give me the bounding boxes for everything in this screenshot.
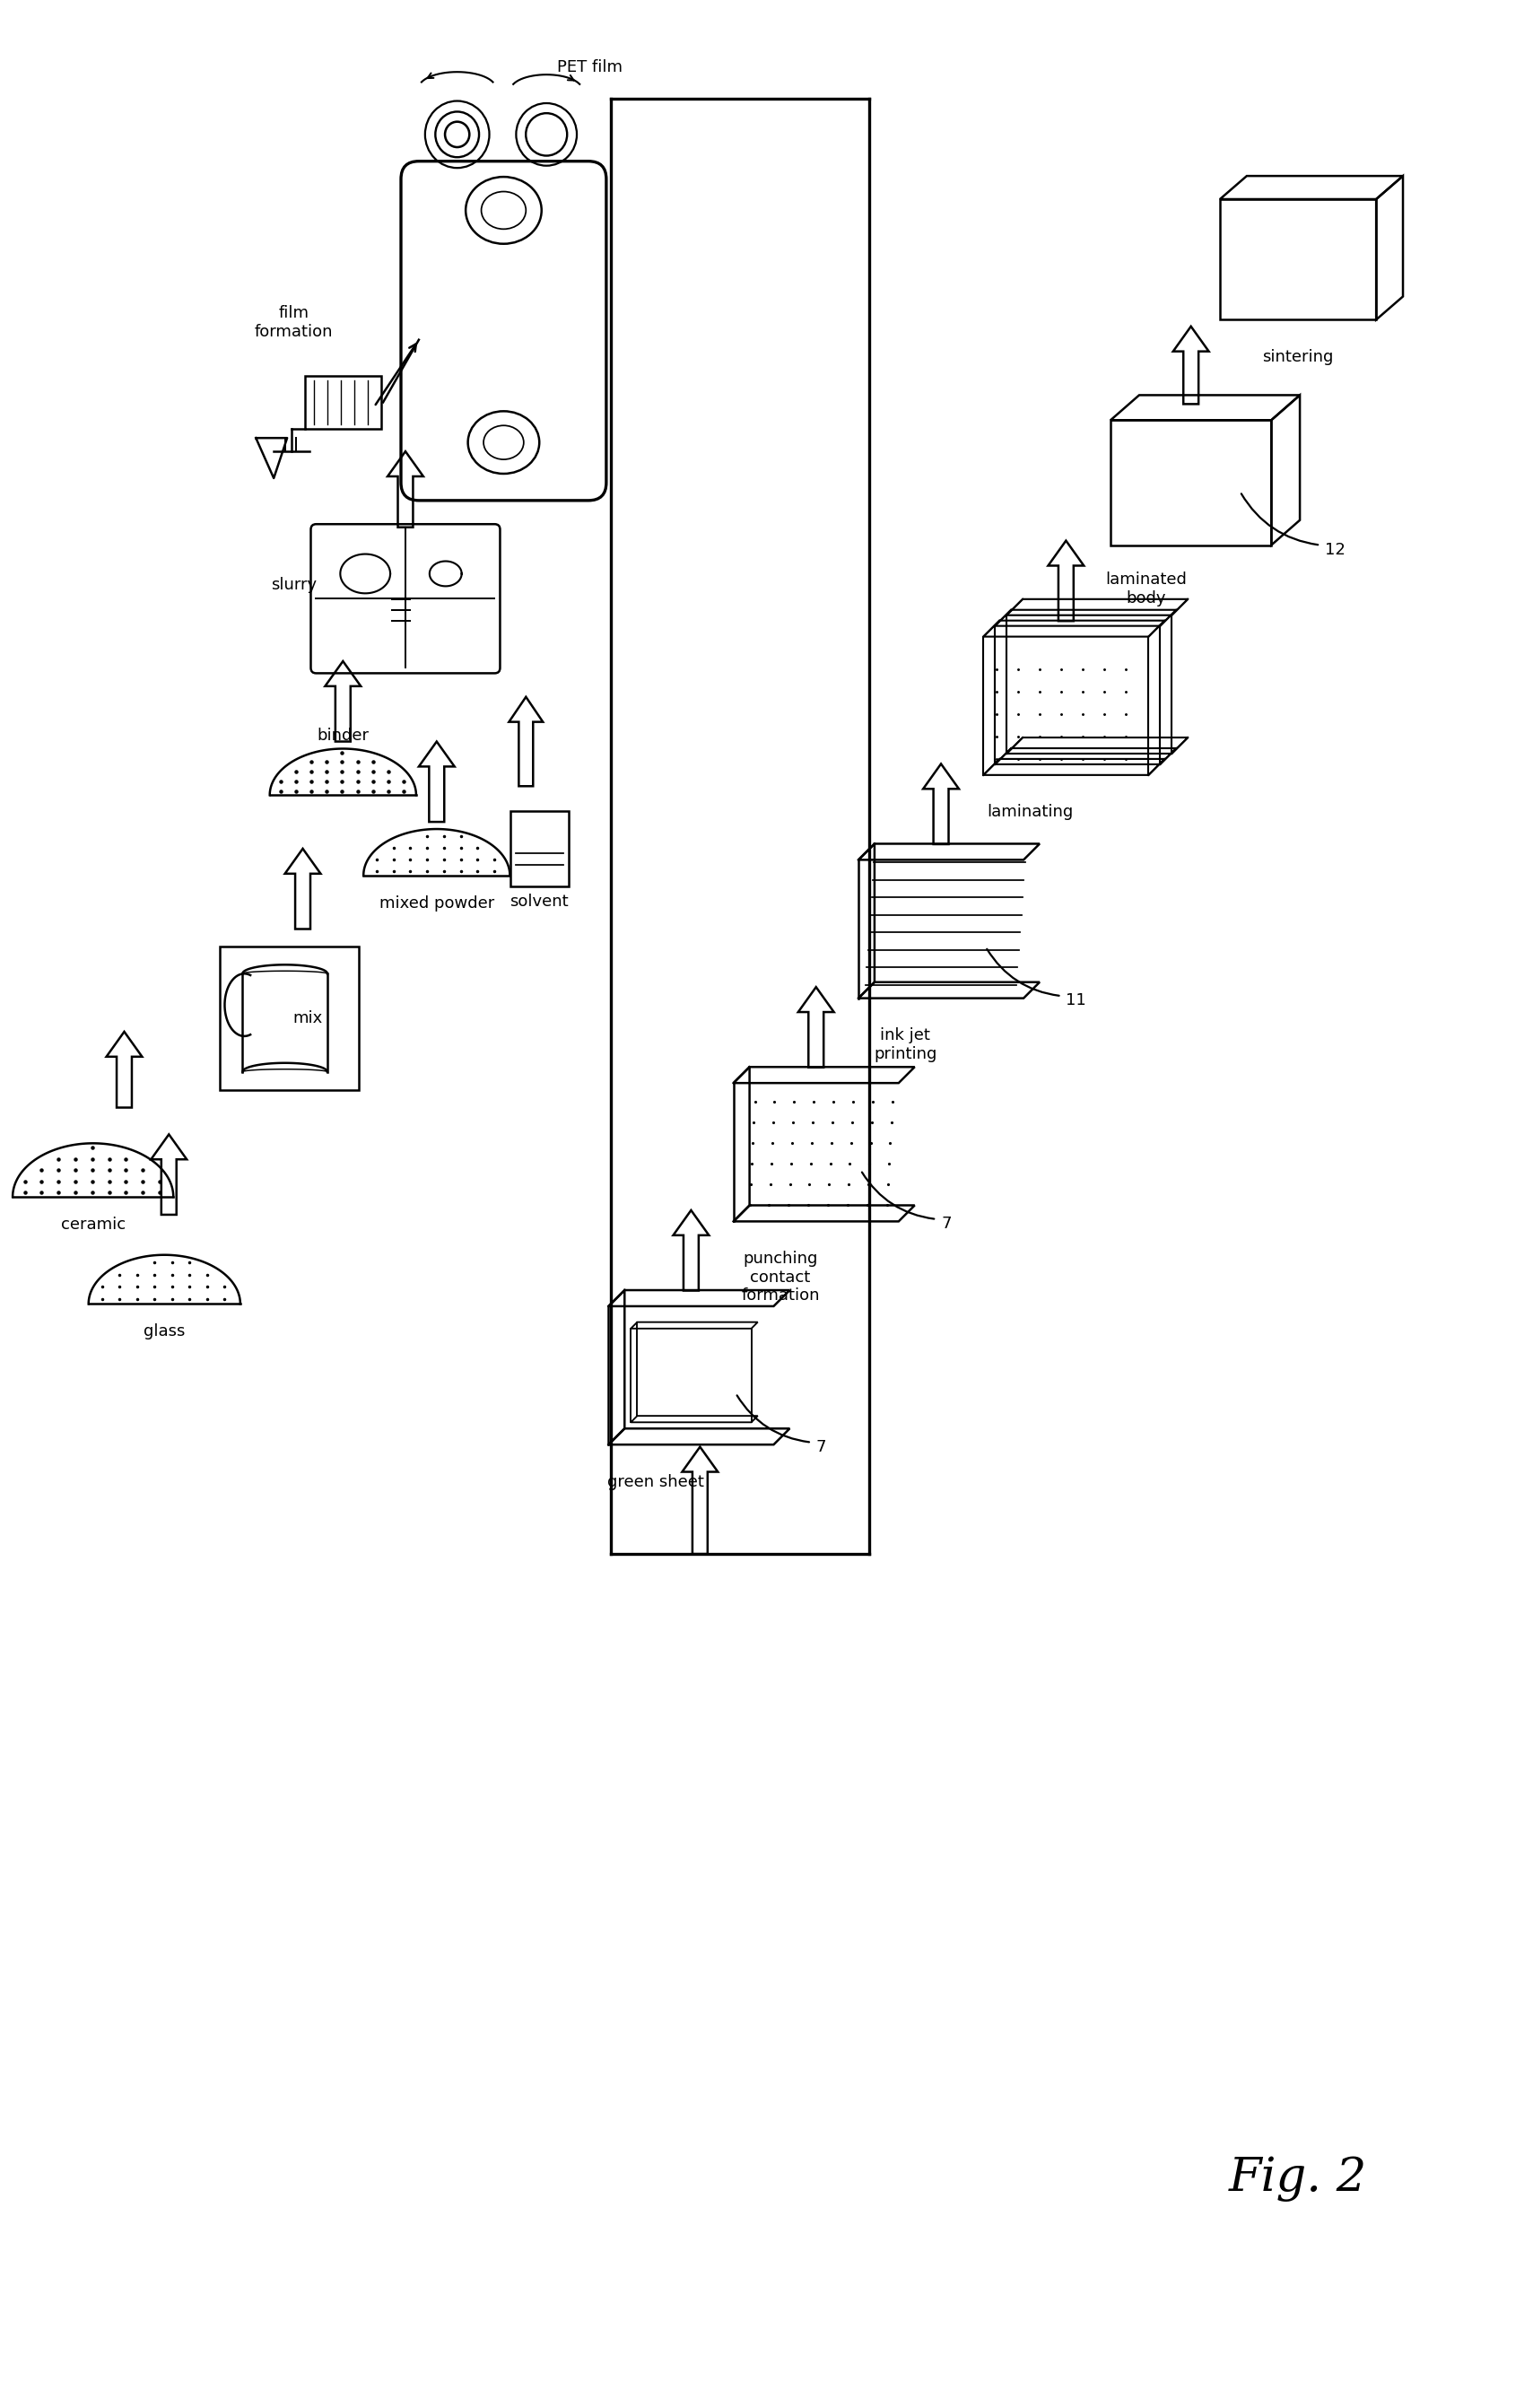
Text: punching
contact
formation: punching contact formation [740, 1250, 820, 1303]
Text: binder: binder [317, 727, 369, 744]
Text: ink jet
printing: ink jet printing [874, 1028, 937, 1062]
Text: 12: 12 [1325, 542, 1346, 559]
Text: solvent: solvent [510, 893, 569, 910]
Text: PET film: PET film [556, 60, 622, 75]
Text: ceramic: ceramic [61, 1216, 126, 1233]
Text: glass: glass [144, 1324, 185, 1339]
Text: mix: mix [293, 1011, 322, 1026]
Text: sintering: sintering [1263, 349, 1334, 366]
Text: mixed powder: mixed powder [379, 896, 494, 910]
Text: 11: 11 [1065, 992, 1087, 1009]
Text: 7: 7 [816, 1438, 826, 1454]
Text: film
formation: film formation [254, 306, 333, 340]
Text: 7: 7 [941, 1216, 952, 1233]
Bar [305, 376, 380, 429]
Bar [510, 811, 569, 886]
Text: Fig. 2: Fig. 2 [1229, 2155, 1367, 2201]
Bar [221, 946, 359, 1091]
Text: laminated
body: laminated body [1105, 573, 1187, 607]
Text: green sheet: green sheet [607, 1474, 704, 1491]
Bar [1110, 419, 1271, 544]
Bar [1220, 200, 1377, 320]
Text: laminating: laminating [987, 804, 1073, 821]
Text: slurry: slurry [271, 578, 317, 592]
